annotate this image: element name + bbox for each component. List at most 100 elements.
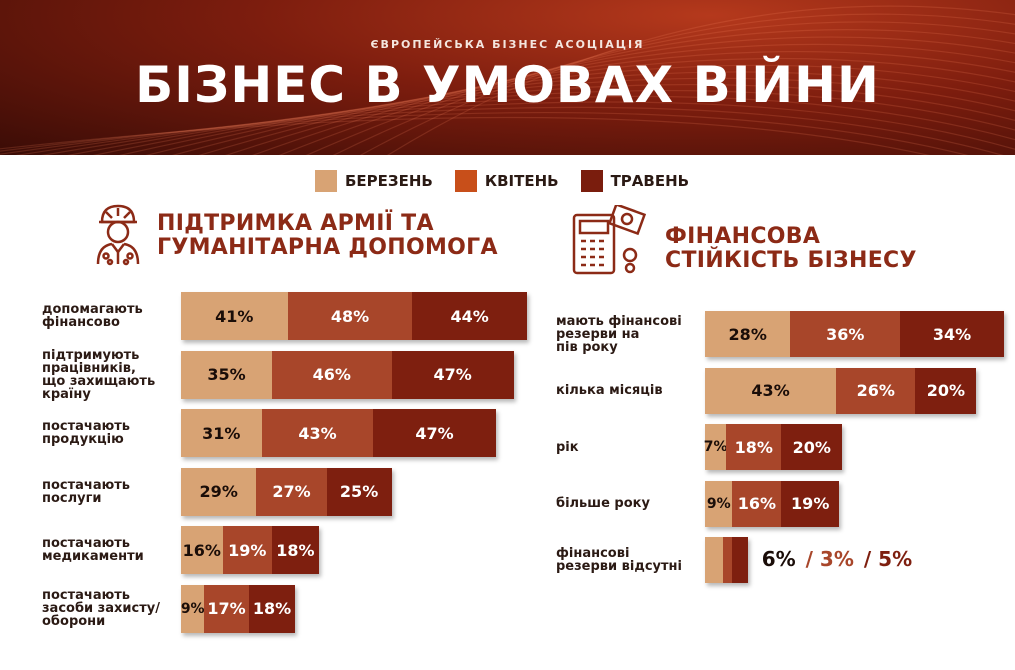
section-title-army-support: ПІДТРИМКА АРМІЇ ТА ГУМАНІТАРНА ДОПОМОГА [157, 212, 498, 260]
bar-segment: 18% [726, 424, 782, 470]
legend-item: ТРАВЕНЬ [580, 170, 689, 192]
header-banner: ЄВРОПЕЙСЬКА БІЗНЕС АСОЦІАЦІЯ БІЗНЕС В УМ… [0, 0, 1015, 155]
legend-swatch [580, 170, 603, 192]
wave-line [198, 57, 1015, 155]
bar-segment: 28% [705, 311, 791, 357]
category-label: більше року [556, 497, 696, 510]
wave-line [119, 77, 1015, 155]
wave-lines-decoration [0, 5, 1015, 155]
category-label-line: постачають [42, 536, 131, 551]
bar-segment: 19% [781, 480, 840, 527]
category-label-line: засоби захисту/ [42, 601, 160, 616]
stacked-bar: 9% 16% 19% [705, 480, 840, 527]
bar-segment: 9% [181, 584, 205, 633]
bar-segment [732, 537, 748, 583]
category-label-line: фінансові [556, 546, 630, 561]
category-label: рік [556, 441, 696, 454]
category-label-line: підтримують [42, 347, 140, 363]
bar-segment: 43% [705, 367, 837, 414]
value-label: / 3% [805, 547, 854, 571]
stacked-bar [705, 537, 748, 583]
bar-segment: 44% [412, 292, 527, 340]
section-title-financial-stability: ФІНАНСОВА СТІЙКІСТЬ БІЗНЕСУ [665, 225, 917, 273]
category-label-line: рік [556, 439, 579, 455]
wave-line [0, 106, 1004, 155]
section-title-line2: СТІЙКІСТЬ БІЗНЕСУ [665, 248, 917, 273]
stacked-bar: 35% 46% 47% [181, 350, 514, 399]
legend-label: КВІТЕНЬ [484, 172, 559, 190]
category-label-line: постачають [42, 419, 131, 434]
bar-segment: 47% [373, 409, 496, 457]
wave-line [225, 50, 1015, 155]
category-label-line: постачають [42, 588, 131, 603]
bar-segment: 27% [256, 467, 327, 516]
category-label-line: послуги [42, 490, 102, 506]
category-label-line: продукцію [42, 432, 124, 447]
category-label: постачають продукцію [42, 420, 182, 446]
bar-segment: 48% [287, 292, 413, 340]
category-label-line: мають фінансові [556, 313, 682, 329]
section-title-line2: ГУМАНІТАРНА ДОПОМОГА [157, 235, 498, 260]
wave-line [92, 83, 1015, 155]
bar-segment: 17% [204, 584, 249, 633]
bar-segment: 20% [915, 367, 977, 414]
bar-segment: 16% [181, 526, 223, 574]
stacked-bar: 28% 36% 34% [705, 311, 1004, 357]
stacked-bar: 7% 18% 20% [704, 424, 843, 470]
category-label: підтримують працівників, що захищають країн… [42, 349, 182, 401]
page-title: БІЗНЕС В УМОВАХ ВІЙНИ [135, 56, 880, 114]
section-title-line1: ПІДТРИМКА АРМІЇ ТА [157, 211, 434, 236]
category-label-line: резерви на [556, 326, 640, 342]
category-label-line: медикаменти [42, 549, 144, 564]
category-label-line: що захищають [42, 373, 156, 389]
bar-segment: 25% [326, 467, 392, 516]
stacked-bar: 41% 48% 44% [181, 292, 527, 340]
category-label-line: працівників, [42, 360, 136, 376]
soldier-icon [96, 204, 140, 266]
category-label: постачають медикаменти [42, 537, 182, 563]
bar-segment [705, 537, 724, 583]
category-label: фінансові резерви відсутні [556, 547, 696, 573]
category-label: мають фінансові резерви на пів року [556, 315, 696, 354]
stacked-bar: 31% 43% 47% [181, 409, 496, 457]
category-label-line: кілька місяців [556, 383, 663, 398]
bar-segment: 46% [272, 350, 392, 399]
category-label-line: більше року [556, 496, 650, 511]
organization-name: ЄВРОПЕЙСЬКА БІЗНЕС АСОЦІАЦІЯ [370, 38, 645, 51]
wave-line [0, 112, 969, 155]
category-label: постачають послуги [42, 479, 182, 505]
value-labels-outside: 6% / 3% / 5% [762, 547, 922, 571]
bar-segment: 47% [391, 350, 514, 399]
wave-line [332, 21, 1015, 155]
bar-segment: 34% [900, 311, 1004, 357]
bar-segment: 20% [781, 424, 843, 470]
stacked-bar: 9% 17% 18% [181, 584, 296, 633]
legend-item: БЕРЕЗЕНЬ [315, 170, 433, 192]
bar-segment: 7% [704, 424, 728, 470]
wave-line [145, 71, 1015, 155]
category-label-line: допомагають [42, 302, 143, 317]
category-label: постачають засоби захисту/оборони [42, 589, 182, 628]
bar-segment: 35% [181, 350, 272, 399]
stacked-bar: 16% 19% 18% [181, 526, 319, 574]
wave-line [252, 43, 1015, 155]
wave-line [278, 36, 1015, 155]
bar-segment: 9% [705, 480, 733, 527]
category-label-line: резерви відсутні [556, 559, 682, 574]
wave-line [66, 89, 1015, 155]
category-label-line: постачають [42, 477, 131, 493]
bar-segment: 43% [261, 409, 374, 457]
category-label-line: країну [42, 386, 91, 402]
legend-swatch [315, 170, 337, 192]
stacked-bar: 29% 27% 25% [181, 467, 392, 516]
bar-segment: 26% [836, 367, 916, 414]
chart-legend: БЕРЕЗЕНЬ КВІТЕНЬ ТРАВЕНЬ [315, 170, 689, 192]
bar-segment: 18% [271, 526, 319, 574]
bar-segment: 18% [248, 584, 296, 633]
bar-segment: 16% [732, 480, 782, 527]
category-label-line: фінансово [42, 315, 120, 330]
legend-swatch [454, 170, 477, 192]
bar-segment: 19% [222, 526, 272, 574]
wave-line [0, 116, 930, 155]
category-label-line: оборони [42, 614, 106, 629]
